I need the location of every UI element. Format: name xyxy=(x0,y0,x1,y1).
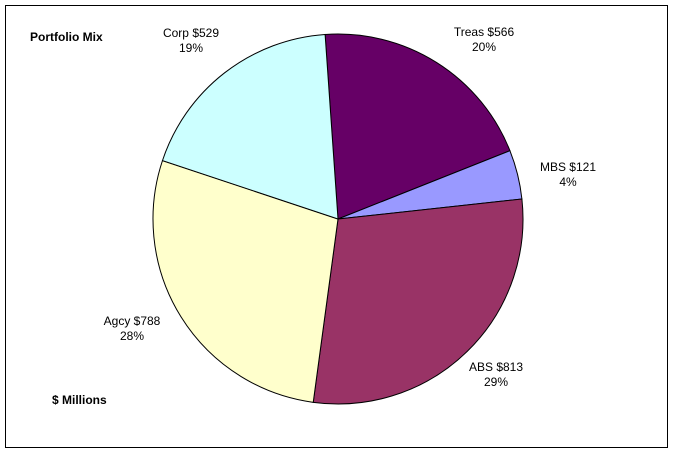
slice-label-corp: Corp $529 xyxy=(163,26,219,40)
slice-label-mbs: MBS $121 xyxy=(540,160,596,174)
slice-percent-corp: 19% xyxy=(179,41,203,55)
slice-label-agcy: Agcy $788 xyxy=(104,314,161,328)
pie-slice-agcy xyxy=(152,159,339,403)
slice-label-abs: ABS $813 xyxy=(469,360,523,374)
unit-label: $ Millions xyxy=(52,393,107,407)
slice-percent-mbs: 4% xyxy=(559,175,577,189)
slice-label-treas: Treas $566 xyxy=(454,25,515,39)
chart-title: Portfolio Mix xyxy=(30,30,103,44)
slice-percent-abs: 29% xyxy=(484,375,508,389)
pie-slice-corp xyxy=(161,33,339,220)
pie-slice-abs xyxy=(312,198,524,405)
slice-percent-treas: 20% xyxy=(472,40,496,54)
pie-slice-treas xyxy=(324,33,511,220)
slice-percent-agcy: 28% xyxy=(120,329,144,343)
